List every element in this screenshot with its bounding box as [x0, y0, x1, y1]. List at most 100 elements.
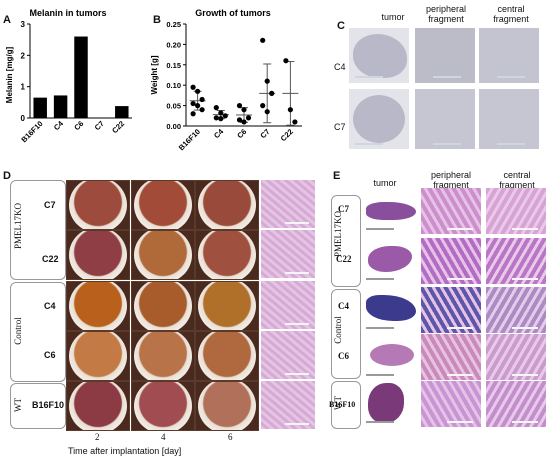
data-point: [260, 37, 266, 43]
group-label-control: Control: [333, 316, 343, 344]
bar-c4: [53, 95, 68, 118]
panel-letter-a: A: [3, 14, 11, 26]
group-label-pmel17ko: PMEL17KO: [13, 202, 23, 249]
he-peripheral-c6: [421, 334, 481, 380]
egg-photo-c6-day-6: [195, 331, 259, 381]
y-tick-label: 3: [21, 20, 26, 29]
egg-photo-c22-day-6: [195, 230, 259, 280]
egg-photo-c22-day-2: [66, 230, 130, 280]
he-section-c4: [261, 281, 315, 329]
y-tick-label: 0.05: [166, 102, 181, 111]
egg-photo-b16f10-day-2: [66, 381, 130, 431]
group-box-wt: [331, 381, 361, 429]
he-central-b16f10: [486, 381, 546, 427]
he-tumor-c6: [362, 334, 420, 380]
data-point: [195, 88, 201, 94]
data-point: [269, 90, 275, 96]
y-tick-label: 0.25: [166, 20, 181, 29]
he-central-c6: [486, 334, 546, 380]
y-tick-label: 2: [21, 51, 26, 60]
row-label-c7: C7: [44, 200, 56, 210]
y-tick-label: 0.15: [166, 61, 181, 70]
row-label-c7: C7: [334, 122, 346, 132]
data-point: [190, 84, 196, 90]
row-label-b16f10: B16F10: [32, 400, 65, 410]
group-label-wt: WT: [13, 398, 23, 412]
data-point: [213, 105, 219, 111]
data-point: [260, 103, 266, 109]
egg-photo-c7-day-4: [131, 180, 195, 230]
row-label-c6: C6: [338, 351, 349, 361]
y-tick-label: 1: [21, 83, 26, 92]
data-point: [195, 103, 201, 109]
data-point: [236, 103, 243, 109]
row-label-c7: C7: [338, 204, 349, 214]
row-label-b16f10: B16F10: [329, 400, 356, 409]
ihc-image-c4-central: [479, 28, 539, 83]
column-header-peripheral: peripheral fragment: [425, 4, 467, 24]
bar-c6: [74, 36, 88, 118]
data-point: [222, 113, 228, 119]
ihc-image-c4-tumor: [349, 28, 409, 83]
ihc-image-c7-peripheral: [415, 89, 475, 149]
panel-letter-d: D: [3, 170, 11, 182]
data-point: [245, 115, 252, 121]
group-label-pmel17ko: PMEL17KO: [333, 210, 343, 257]
x-tick-label: C22: [110, 119, 126, 135]
row-label-c22: C22: [336, 254, 352, 264]
bar-b16f10: [33, 97, 47, 118]
chart-title: Growth of tumors: [195, 8, 271, 18]
x-tick-label: C7: [258, 127, 271, 140]
data-point: [264, 109, 270, 115]
egg-photo-c4-day-6: [195, 281, 259, 331]
y-axis-label: Melanin [mg/g]: [5, 46, 14, 103]
x-tick-label: C7: [93, 119, 106, 132]
group-label-control: Control: [13, 317, 23, 345]
he-central-c4: [486, 287, 546, 333]
column-header-central: central fragment: [499, 170, 535, 190]
data-point: [283, 58, 289, 64]
he-section-c7: [261, 180, 315, 228]
group-box-control: [10, 282, 66, 382]
y-tick-label: 0.20: [166, 40, 181, 49]
ihc-image-c7-central: [479, 89, 539, 149]
x-axis-label: Time after implantation [day]: [68, 446, 182, 456]
he-tumor-c4: [362, 287, 420, 333]
panel-letter-c: C: [337, 20, 345, 32]
column-header-peripheral: peripheral fragment: [430, 170, 472, 190]
column-header-central: central fragment: [493, 4, 529, 24]
data-point: [190, 111, 196, 117]
x-tick-day-4: 4: [161, 432, 166, 442]
data-point: [199, 107, 205, 113]
he-peripheral-c7: [421, 188, 481, 234]
data-point: [218, 110, 224, 116]
egg-photo-c6-day-4: [131, 331, 195, 381]
bar-c22: [115, 106, 129, 118]
data-point: [241, 107, 247, 113]
data-point: [241, 119, 247, 125]
group-box-wt: [10, 383, 66, 429]
data-point: [218, 116, 224, 122]
he-tumor-b16f10: [362, 381, 420, 427]
egg-photo-c4-day-4: [131, 281, 195, 331]
he-peripheral-c22: [421, 238, 481, 284]
he-section-b16f10: [261, 381, 315, 429]
data-point: [287, 107, 293, 113]
column-header-tumor: tumor: [381, 12, 405, 22]
he-central-c7: [486, 188, 546, 234]
egg-photo-c7-day-2: [66, 180, 130, 230]
y-tick-label: 0.10: [166, 81, 181, 90]
data-point: [199, 96, 205, 103]
x-tick-day-6: 6: [228, 432, 233, 442]
egg-photo-c7-day-6: [195, 180, 259, 230]
x-tick-label: C6: [72, 119, 85, 132]
x-tick-label: C22: [279, 127, 295, 143]
group-box-control: [331, 289, 361, 379]
x-tick-label: C6: [235, 127, 248, 140]
group-box-pmel17ko: [10, 180, 66, 280]
data-point: [236, 117, 243, 123]
egg-photo-b16f10-day-4: [131, 381, 195, 431]
tumor-growth-scatter-chart: Growth of tumors Weight [g] 0.00 0.05 0.10…: [150, 8, 302, 152]
egg-photo-c22-day-4: [131, 230, 195, 280]
he-peripheral-b16f10: [421, 381, 481, 427]
